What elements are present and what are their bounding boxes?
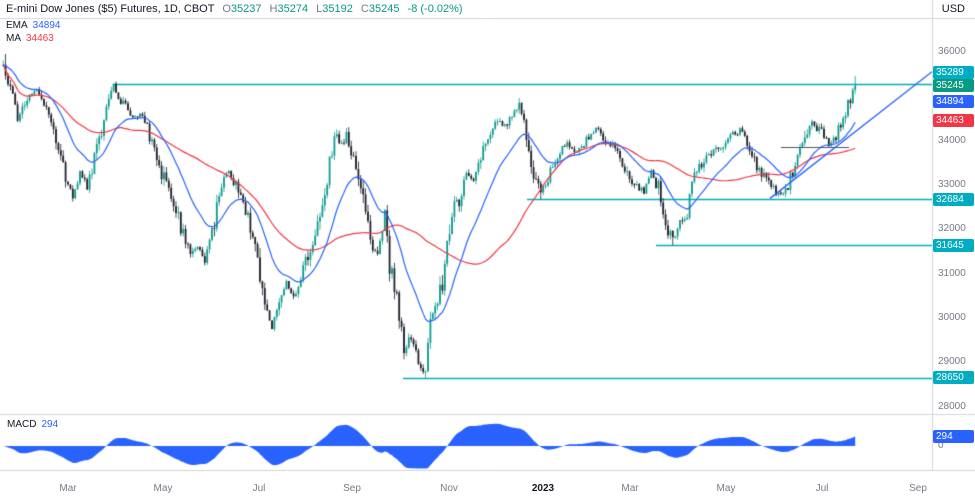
price-tick-28000: 28000 [938,400,966,412]
price-tick-34000: 34000 [938,134,966,146]
price-badge-34463: 34463 [933,113,974,127]
ma-value: 34463 [26,33,54,44]
time-label-May: May [716,483,736,494]
price-badge-32684: 32684 [933,192,974,206]
symbol-title[interactable]: E-mini Dow Jones ($5) Futures, 1D, CBOT [6,3,215,15]
high-value: 35274 [277,3,309,15]
price-tick-33000: 33000 [938,179,966,191]
price-tick-31000: 31000 [938,267,966,279]
price-tick-30000: 30000 [938,311,966,323]
time-label-2023: 2023 [531,483,555,494]
time-label-Jul: Jul [815,483,829,494]
ema-legend[interactable]: EMA 34894 [6,20,60,31]
change-value: -8 (-0.02%) [407,3,463,15]
price-badge-35289: 35289 [933,65,974,79]
time-label-Sep: Sep [343,483,361,494]
low-value: 35192 [322,3,353,15]
macd-zero-label: 0 [938,440,944,451]
price-badge-34894: 34894 [933,94,974,108]
open-value: 35237 [230,3,262,15]
macd-legend[interactable]: MACD 294 [7,419,58,430]
time-label-Sep: Sep [909,483,927,494]
price-badge-31645: 31645 [933,238,974,252]
time-label-Jul: Jul [252,483,266,494]
ema-label: EMA [6,20,28,31]
price-tick-36000: 36000 [938,46,966,58]
macd-label: MACD [7,419,37,430]
macd-badge: 294 [933,429,974,443]
time-label-Mar: Mar [621,483,639,494]
macd-value: 294 [41,419,59,430]
currency-button[interactable]: USD [941,3,965,15]
price-tick-32000: 32000 [938,223,966,235]
low-label: L [316,3,323,15]
close-label: C [360,3,369,15]
ema-value: 34894 [32,20,61,31]
open-label: O [222,3,231,15]
price-badge-28650: 28650 [933,371,974,385]
ma-legend[interactable]: MA 34463 [6,33,54,44]
price-tick-29000: 29000 [938,356,966,368]
ohlc-readout: O35237 H35274 L35192 C35245 -8 (-0.02%) [217,3,462,15]
price-badge-35245: 35245 [933,79,974,93]
time-label-Nov: Nov [440,483,458,494]
chart-header: E-mini Dow Jones ($5) Futures, 1D, CBOT … [6,3,463,15]
close-value: 35245 [368,3,400,15]
ma-label: MA [6,33,21,44]
time-label-May: May [153,483,173,494]
high-label: H [269,3,278,15]
time-label-Mar: Mar [59,483,77,494]
